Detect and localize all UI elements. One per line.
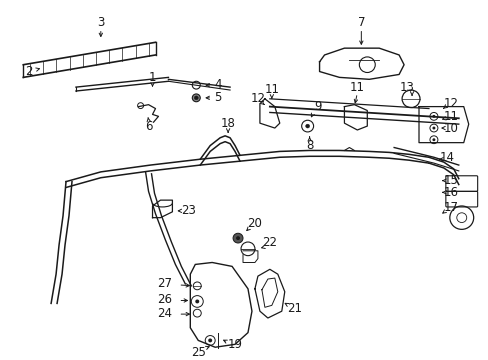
Text: 22: 22 [262, 237, 277, 249]
Text: 1: 1 [148, 71, 156, 84]
Text: 11: 11 [443, 110, 457, 123]
Text: 16: 16 [443, 186, 457, 199]
Circle shape [431, 115, 434, 118]
Text: 4: 4 [214, 78, 222, 91]
Text: 3: 3 [97, 16, 104, 29]
Circle shape [208, 338, 212, 342]
Text: 5: 5 [214, 91, 222, 104]
Text: 27: 27 [157, 278, 172, 291]
Text: 7: 7 [357, 16, 365, 29]
Circle shape [236, 236, 240, 240]
Text: 12: 12 [250, 92, 265, 105]
Text: 15: 15 [443, 174, 457, 187]
Circle shape [431, 138, 434, 141]
Text: 14: 14 [438, 151, 453, 164]
Circle shape [305, 124, 309, 128]
Text: 19: 19 [227, 338, 242, 351]
Text: 21: 21 [286, 302, 302, 315]
Circle shape [431, 127, 434, 130]
Text: 26: 26 [157, 293, 172, 306]
Circle shape [233, 233, 243, 243]
Text: 10: 10 [443, 122, 457, 135]
Text: 12: 12 [443, 97, 457, 110]
Text: 23: 23 [181, 204, 195, 217]
Text: 20: 20 [247, 217, 262, 230]
Text: 11: 11 [349, 81, 364, 94]
Circle shape [192, 94, 200, 102]
Text: 9: 9 [313, 100, 321, 113]
Text: 13: 13 [399, 81, 414, 94]
Circle shape [194, 96, 198, 100]
Text: 17: 17 [443, 202, 457, 215]
Text: 25: 25 [190, 346, 205, 359]
Text: 8: 8 [305, 139, 313, 152]
Circle shape [195, 300, 199, 303]
Text: 11: 11 [264, 82, 279, 95]
Text: 6: 6 [144, 120, 152, 132]
Text: 24: 24 [157, 307, 172, 320]
Text: 2: 2 [25, 65, 33, 78]
Text: 18: 18 [220, 117, 235, 130]
